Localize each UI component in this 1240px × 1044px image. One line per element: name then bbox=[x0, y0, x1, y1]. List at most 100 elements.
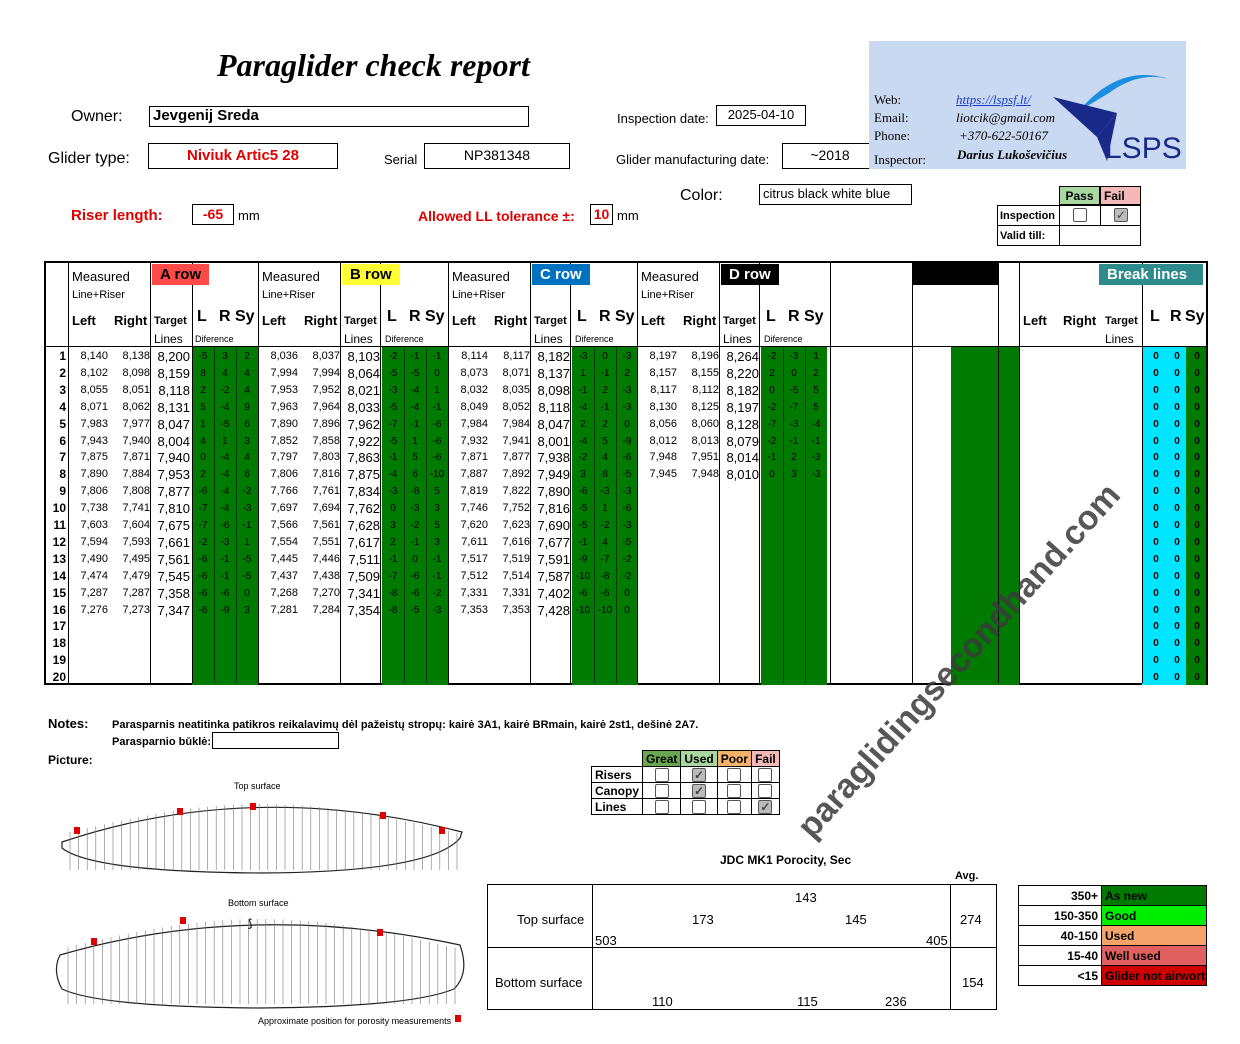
condition-checkbox[interactable] bbox=[654, 799, 669, 814]
riser-unit: mm bbox=[238, 208, 260, 223]
diff-right: -3 bbox=[600, 486, 610, 498]
measured-right: 7,941 bbox=[502, 434, 530, 447]
tolerance-field[interactable]: 10 bbox=[590, 204, 613, 225]
column-divider bbox=[759, 263, 760, 683]
color-label: Color: bbox=[680, 187, 723, 204]
condition-checkbox[interactable]: ✓ bbox=[692, 783, 707, 798]
measured-left: 7,852 bbox=[270, 434, 298, 447]
break-diff-left: 0 bbox=[1153, 486, 1159, 498]
target-value: 7,428 bbox=[537, 602, 570, 618]
diff-right: -4 bbox=[220, 452, 230, 464]
measured-left: 7,932 bbox=[460, 434, 488, 447]
condition-checkbox[interactable]: ✓ bbox=[692, 767, 707, 782]
measured-right: 7,287 bbox=[122, 586, 150, 599]
line-riser-header: Line+Riser bbox=[452, 289, 505, 301]
porosity-position-caption: Approximate position for porosity measur… bbox=[258, 1016, 452, 1026]
pass-checkbox[interactable] bbox=[1073, 208, 1087, 222]
serial-field[interactable]: NP381348 bbox=[424, 143, 570, 169]
diff-right: 1 bbox=[222, 435, 228, 447]
diff-right: -4 bbox=[220, 486, 230, 498]
measured-right: 7,816 bbox=[312, 468, 340, 481]
inspection-date-field[interactable]: 2025-04-10 bbox=[716, 105, 806, 126]
diff-left: -4 bbox=[578, 435, 588, 447]
measured-right: 7,896 bbox=[312, 417, 340, 430]
condition-checkbox[interactable] bbox=[654, 767, 669, 782]
measured-right: 7,884 bbox=[122, 468, 150, 481]
diff-sym: -1 bbox=[811, 435, 821, 447]
owner-field[interactable]: Jevgenij Sreda bbox=[149, 106, 529, 127]
condition-checkbox[interactable] bbox=[758, 767, 773, 782]
Sy-header: Sy bbox=[804, 308, 824, 325]
diff-right: 3 bbox=[222, 351, 228, 362]
diff-right: 1 bbox=[412, 435, 418, 447]
condition-checkbox[interactable] bbox=[692, 799, 707, 814]
riser-length-field[interactable]: -65 bbox=[192, 204, 234, 225]
legend-range: 150-350 bbox=[1018, 905, 1102, 926]
break-diff-right: 0 bbox=[1174, 655, 1180, 667]
diff-sym: 3 bbox=[434, 503, 440, 515]
top-surface-diagram bbox=[61, 803, 463, 874]
legend-range: 350+ bbox=[1018, 885, 1102, 906]
fail-checkbox[interactable]: ✓ bbox=[1114, 208, 1128, 222]
diff-left: -1 bbox=[578, 536, 588, 548]
break-diff-right: 0 bbox=[1174, 570, 1180, 582]
row-number: 17 bbox=[52, 619, 66, 634]
measured-left: 7,620 bbox=[460, 519, 488, 531]
glider-type-field[interactable]: Niviuk Artic5 28 bbox=[148, 143, 338, 169]
diff-left: -6 bbox=[198, 587, 208, 599]
condition-header-great: Great bbox=[642, 750, 682, 767]
measured-left: 7,890 bbox=[270, 417, 298, 430]
diff-left: -9 bbox=[578, 553, 588, 565]
state-field[interactable] bbox=[212, 732, 339, 749]
diff-left: -1 bbox=[578, 384, 588, 396]
diff-sym: 0 bbox=[244, 587, 250, 599]
column-divider bbox=[68, 263, 69, 683]
break-diff-right: 0 bbox=[1174, 638, 1180, 650]
difference-divider bbox=[805, 347, 806, 683]
porosity-top-value-5: 405 bbox=[926, 933, 948, 948]
diff-right: -6 bbox=[600, 587, 610, 599]
picture-label: Picture: bbox=[48, 753, 93, 767]
measured-left: 8,055 bbox=[80, 383, 108, 396]
measured-left: 7,611 bbox=[461, 535, 488, 548]
condition-checkbox[interactable] bbox=[758, 783, 773, 798]
difference-divider bbox=[404, 347, 405, 683]
condition-checkbox[interactable] bbox=[727, 799, 742, 814]
R-header: R bbox=[219, 308, 231, 325]
manufacturing-date-field[interactable]: ~2018 bbox=[782, 143, 878, 169]
break-diff-left: 0 bbox=[1153, 621, 1159, 633]
diff-right: 0 bbox=[412, 553, 418, 565]
web-link[interactable]: https://lspsf.lt/ bbox=[956, 92, 1031, 107]
bottom-surface-caption: Bottom surface bbox=[228, 898, 289, 908]
target-value: 7,628 bbox=[347, 518, 380, 533]
target-header: Target bbox=[154, 315, 187, 327]
diff-right: -7 bbox=[789, 401, 799, 413]
target-value: 7,863 bbox=[347, 450, 380, 466]
measured-right: 8,138 bbox=[122, 350, 150, 362]
column-divider bbox=[719, 263, 720, 683]
measured-left: 7,697 bbox=[270, 502, 298, 515]
difference-divider bbox=[594, 347, 595, 683]
measured-right: 8,098 bbox=[122, 366, 150, 379]
measured-right: 7,331 bbox=[502, 586, 530, 599]
color-field[interactable]: citrus black white blue bbox=[759, 184, 912, 205]
measured-left: 7,517 bbox=[460, 552, 488, 565]
condition-checkbox[interactable] bbox=[727, 767, 742, 782]
diff-sym: 5 bbox=[434, 520, 440, 531]
diff-sym: -4 bbox=[811, 418, 821, 430]
condition-header-fail: Fail bbox=[751, 750, 780, 767]
diff-sym: -3 bbox=[432, 604, 442, 616]
condition-checkbox[interactable]: ✓ bbox=[758, 799, 773, 814]
diff-right: -3 bbox=[220, 536, 230, 548]
target-value: 7,511 bbox=[348, 551, 380, 567]
break-diff-right: 0 bbox=[1174, 520, 1180, 531]
row-number: 1 bbox=[59, 349, 66, 363]
diff-right: -5 bbox=[789, 384, 799, 396]
target-value: 8,010 bbox=[726, 467, 759, 483]
condition-checkbox[interactable] bbox=[654, 783, 669, 798]
measured-left: 7,268 bbox=[270, 586, 298, 599]
break-diff-left: 0 bbox=[1153, 503, 1159, 515]
condition-checkbox[interactable] bbox=[727, 783, 742, 798]
diff-right: -4 bbox=[410, 401, 420, 413]
diff-left: -3 bbox=[388, 486, 398, 498]
